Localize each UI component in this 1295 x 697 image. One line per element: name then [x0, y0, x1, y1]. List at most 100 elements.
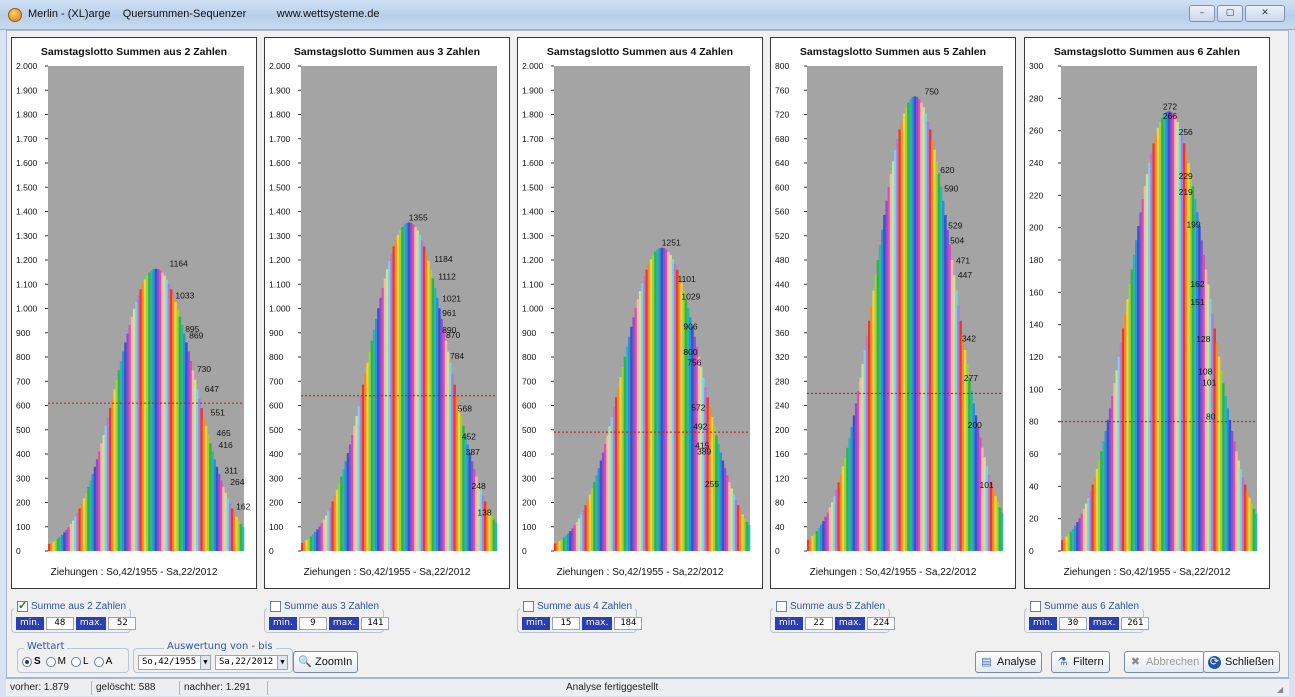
bar — [204, 426, 208, 551]
y-tick-label: 1.200 — [269, 255, 291, 265]
close-button[interactable]: ⟳ Schließen — [1203, 651, 1280, 673]
radio-dot[interactable] — [45, 656, 56, 667]
sum-checkbox-3[interactable]: Summe aus 3 Zahlen — [267, 601, 383, 612]
bar — [1163, 113, 1166, 551]
bar — [641, 283, 644, 551]
bar — [174, 301, 177, 551]
radio-dot[interactable] — [22, 656, 32, 667]
bar — [621, 366, 624, 551]
y-tick-label: 200 — [1029, 223, 1043, 233]
bar-value-label: 551 — [211, 407, 225, 417]
max-field[interactable]: 141 — [361, 617, 390, 630]
min-field[interactable]: 30 — [1058, 617, 1087, 630]
sum-checkbox-2[interactable]: Summe aus 2 Zahlen — [14, 599, 130, 612]
bar — [1165, 111, 1169, 552]
radio-s[interactable]: S — [22, 656, 41, 667]
bar-value-label: 311 — [224, 466, 238, 476]
bar — [1143, 186, 1147, 551]
sum-checkbox-4[interactable]: Summe aus 4 Zahlen — [520, 601, 636, 612]
bar — [948, 244, 952, 551]
min-max-fields: min. 30 max. 261 — [1029, 617, 1150, 630]
zoom-in-button[interactable]: 🔍 ZoomIn — [293, 651, 359, 673]
y-tick-label: 680 — [775, 134, 789, 144]
analyse-button[interactable]: ▤ Analyse — [975, 651, 1043, 673]
bar — [459, 415, 463, 551]
bar — [863, 350, 867, 551]
bar-value-label: 248 — [472, 481, 486, 491]
abort-button[interactable]: ✖ Abbrechen — [1124, 651, 1206, 673]
sum-checkbox-5[interactable]: Summe aus 5 Zahlen — [773, 601, 889, 612]
y-tick-label: 1.400 — [16, 207, 38, 217]
bar — [198, 398, 201, 551]
bar — [610, 416, 614, 551]
bar-value-label: 1251 — [662, 238, 681, 248]
y-tick-label: 240 — [775, 401, 789, 411]
bar — [301, 542, 304, 551]
radio-m[interactable]: M — [45, 656, 66, 667]
bar — [135, 301, 138, 551]
bar — [577, 518, 581, 551]
min-field[interactable]: 15 — [551, 617, 580, 630]
bar — [708, 407, 712, 551]
y-tick-label: 900 — [16, 328, 30, 338]
checkbox[interactable] — [270, 601, 281, 612]
y-tick-label: 1.700 — [16, 134, 38, 144]
bar — [830, 502, 834, 551]
y-tick-label: 220 — [1029, 190, 1043, 200]
max-field[interactable]: 261 — [1121, 617, 1150, 630]
bar — [361, 384, 365, 551]
radio-dot[interactable] — [71, 656, 82, 667]
max-field[interactable]: 224 — [867, 617, 896, 630]
max-field[interactable]: 52 — [108, 617, 137, 630]
close-window-button[interactable]: ✕ — [1245, 5, 1285, 22]
bar — [333, 495, 337, 551]
y-tick-label: 1.600 — [269, 158, 291, 168]
filter-label: Filtern — [1073, 656, 1104, 668]
checkbox[interactable] — [17, 599, 28, 612]
y-tick-label: 1.600 — [16, 158, 38, 168]
bar — [811, 535, 814, 551]
filter-button[interactable]: ⚗ Filtern — [1051, 651, 1110, 673]
status-bar: vorher: 1.879 gelöscht: 588 nachher: 1.2… — [6, 678, 1289, 696]
bar — [355, 415, 358, 551]
min-field[interactable]: 22 — [804, 617, 833, 630]
bar — [998, 507, 1002, 551]
bar-value-label: 200 — [968, 420, 982, 430]
bar — [346, 453, 350, 551]
bar — [241, 527, 245, 551]
max-field[interactable]: 184 — [614, 617, 643, 630]
resize-grip-icon[interactable]: ◢ — [1277, 685, 1284, 694]
sum-checkbox-6[interactable]: Summe aus 6 Zahlen — [1027, 601, 1143, 612]
maximize-button[interactable]: ▢ — [1217, 5, 1243, 22]
bar — [1252, 508, 1256, 551]
chevron-down-icon[interactable]: ▼ — [277, 656, 287, 669]
checkbox[interactable] — [523, 601, 534, 612]
radio-a[interactable]: A — [93, 656, 112, 667]
bar — [488, 511, 491, 551]
bar — [846, 447, 849, 551]
from-date-select[interactable]: So,42/1955 ▼ — [138, 655, 211, 670]
bar-value-label: 730 — [197, 364, 211, 374]
chevron-down-icon[interactable]: ▼ — [200, 656, 210, 669]
min-field[interactable]: 9 — [298, 617, 327, 630]
bar — [368, 351, 371, 551]
to-date-select[interactable]: Sa,22/2012 ▼ — [215, 655, 288, 670]
bar — [593, 482, 596, 551]
radio-l[interactable]: L — [71, 656, 89, 667]
bar — [1254, 513, 1258, 551]
bar — [920, 102, 923, 551]
bar-value-label: 1033 — [175, 290, 194, 300]
min-field[interactable]: 48 — [45, 617, 74, 630]
checkbox[interactable] — [776, 601, 787, 612]
bar — [994, 496, 997, 551]
radio-dot[interactable] — [93, 656, 104, 667]
bar — [582, 509, 585, 551]
bar — [74, 516, 77, 551]
bar — [728, 482, 731, 551]
checkbox[interactable] — [1030, 601, 1041, 612]
max-label: max. — [328, 617, 360, 630]
bar — [211, 451, 214, 551]
bar — [569, 531, 572, 551]
y-tick-label: 0 — [16, 546, 21, 556]
minimize-button[interactable]: – — [1189, 5, 1215, 22]
